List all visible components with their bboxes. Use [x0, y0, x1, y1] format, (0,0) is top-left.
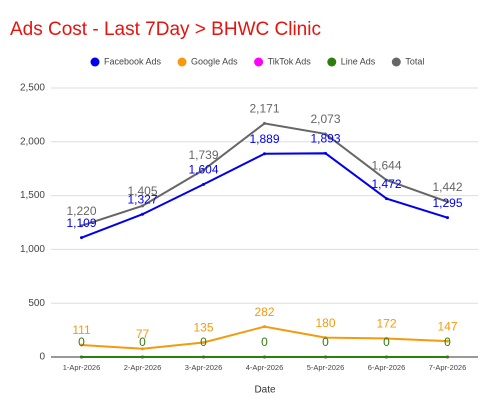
point — [202, 182, 205, 186]
data-label: 1,327 — [127, 192, 157, 206]
data-label: 111 — [72, 323, 91, 337]
point — [324, 132, 327, 136]
point — [446, 355, 449, 359]
point — [385, 355, 388, 359]
data-label: 0 — [78, 335, 85, 349]
data-label: 1,405 — [127, 184, 157, 198]
y-tick-label: 2,500 — [20, 83, 45, 94]
y-tick-label: 1,000 — [20, 244, 45, 255]
point — [141, 347, 144, 351]
legend-marker — [90, 57, 100, 67]
x-tick-label: 3-Apr-2026 — [185, 363, 223, 372]
data-label: 0 — [200, 335, 207, 349]
data-label: 1,109 — [66, 216, 96, 230]
y-tick-label: 500 — [28, 298, 45, 309]
data-label: 1,295 — [432, 196, 462, 210]
data-label: 1,893 — [310, 131, 340, 145]
legend-label: Total — [405, 56, 424, 66]
legend-label: Line Ads — [341, 56, 376, 66]
point — [263, 152, 266, 156]
data-label: 135 — [193, 321, 213, 335]
legend-marker — [327, 57, 337, 67]
legend-marker — [391, 57, 401, 67]
data-label: 0 — [383, 335, 390, 349]
x-tick-label: 4-Apr-2026 — [246, 363, 284, 372]
point — [446, 200, 449, 204]
data-label: 2,171 — [249, 102, 279, 116]
point — [385, 197, 388, 201]
data-label: 1,739 — [188, 148, 218, 162]
data-label: 0 — [139, 335, 146, 349]
point — [141, 204, 144, 208]
legend-label: Facebook Ads — [104, 56, 162, 66]
x-tick-label: 2-Apr-2026 — [124, 363, 162, 372]
point — [80, 343, 83, 347]
point — [385, 336, 388, 340]
chart-title: Ads Cost - Last 7Day > BHWC Clinic — [10, 19, 321, 40]
point — [80, 224, 83, 228]
data-label: 0 — [322, 335, 329, 349]
point — [324, 336, 327, 340]
point — [446, 339, 449, 343]
legend-marker — [177, 57, 187, 67]
legend-label: Google Ads — [191, 56, 238, 66]
point — [385, 178, 388, 182]
point — [263, 325, 266, 329]
data-label: 1,604 — [188, 163, 218, 177]
point — [202, 168, 205, 172]
point — [141, 355, 144, 359]
data-label: 1,442 — [432, 180, 462, 194]
y-tick-label: 1,500 — [20, 190, 45, 201]
point — [202, 340, 205, 344]
point — [446, 216, 449, 220]
data-label: 180 — [315, 316, 335, 330]
data-label: 1,472 — [371, 177, 401, 191]
legend-label: TikTok Ads — [268, 56, 312, 66]
y-tick-label: 0 — [39, 352, 45, 363]
data-label: 1,220 — [66, 204, 96, 218]
data-label: 77 — [136, 327, 150, 341]
x-tick-label: 5-Apr-2026 — [307, 363, 345, 372]
x-tick-label: 6-Apr-2026 — [368, 363, 406, 372]
point — [202, 355, 205, 359]
legend-marker — [254, 57, 264, 67]
y-tick-label: 2,000 — [20, 136, 45, 147]
point — [263, 121, 266, 125]
x-tick-label: 7-Apr-2026 — [429, 363, 467, 372]
data-label: 1,889 — [249, 132, 279, 146]
data-label: 0 — [444, 335, 451, 349]
point — [80, 236, 83, 240]
point — [324, 151, 327, 155]
data-label: 282 — [254, 305, 274, 319]
x-axis-label: Date — [254, 385, 276, 396]
point — [80, 355, 83, 359]
data-label: 2,073 — [310, 112, 340, 126]
point — [141, 212, 144, 216]
point — [324, 355, 327, 359]
data-label: 1,644 — [371, 158, 401, 172]
data-label: 147 — [437, 319, 457, 333]
point — [263, 355, 266, 359]
x-tick-label: 1-Apr-2026 — [63, 363, 101, 372]
data-label: 172 — [376, 317, 396, 331]
data-label: 0 — [261, 335, 268, 349]
